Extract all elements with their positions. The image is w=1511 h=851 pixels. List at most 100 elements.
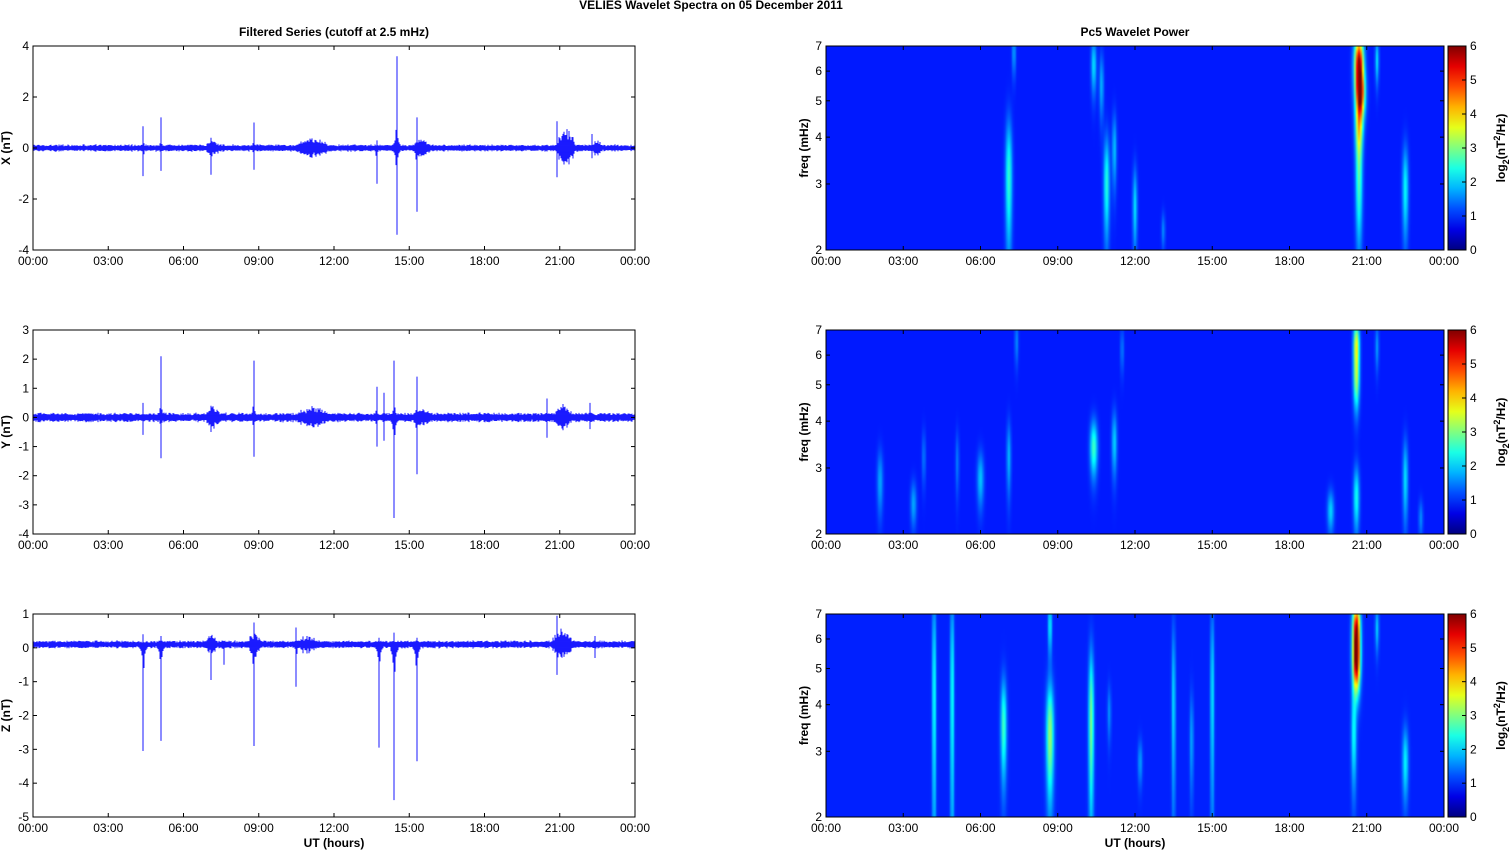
y-wavelet-x-tick-label: 00:00 — [811, 538, 841, 552]
x-series-x-tick-label: 09:00 — [244, 254, 274, 268]
x-wavelet-x-tick-label: 21:00 — [1352, 254, 1382, 268]
y-wavelet-colorbar-tick-label: 5 — [1470, 357, 1477, 371]
z-wavelet-x-axis-label: UT (hours) — [1105, 836, 1166, 850]
z-series-panel: -5 -4 -3 -2 -1 0 1 00:00 03:00 06:00 09:00 12:00 15:… — [0, 607, 650, 850]
x-wavelet-y-tick-label: 5 — [815, 94, 822, 108]
x-wavelet-colorbar-label: log2(nT2/Hz) — [1492, 114, 1511, 183]
y-series-x-tick-label: 06:00 — [168, 538, 198, 552]
y-series-y-tick-label: 3 — [22, 323, 29, 337]
z-wavelet-panel: 2 3 4 5 6 7 00:00 03:00 06:00 09:00 12:00 15:00 18:0… — [797, 607, 1511, 850]
z-series-x-tick-label: 06:00 — [168, 821, 198, 835]
z-series-y-tick-label: -1 — [18, 675, 29, 689]
x-series-x-tick-label: 00:00 — [18, 254, 48, 268]
z-wavelet-x-tick-label: 00:00 — [811, 821, 841, 835]
y-wavelet-x-tick-label: 18:00 — [1274, 538, 1304, 552]
y-wavelet-x-tick-label: 15:00 — [1197, 538, 1227, 552]
y-series-y-tick-label: -4 — [18, 527, 29, 541]
x-wavelet-panel: 2 3 4 5 6 7 00:00 03:00 06:00 09:00 12:00 15:00 18:0… — [797, 25, 1511, 268]
x-series-x-tick-label: 12:00 — [319, 254, 349, 268]
y-wavelet-heatmap-image — [826, 330, 1444, 534]
x-wavelet-colorbar-tick-label: 2 — [1470, 175, 1477, 189]
z-wavelet-x-tick-label: 00:00 — [1429, 821, 1459, 835]
z-wavelet-y-tick-label: 6 — [815, 632, 822, 646]
z-series-x-tick-label: 12:00 — [319, 821, 349, 835]
z-wavelet-y-tick-label: 4 — [815, 698, 822, 712]
z-wavelet-colorbar-tick-label: 2 — [1470, 742, 1477, 756]
y-wavelet-y-tick-label: 5 — [815, 378, 822, 392]
z-wavelet-colorbar-tick-label: 6 — [1470, 607, 1477, 621]
x-wavelet-colorbar-tick-label: 4 — [1470, 107, 1477, 121]
y-series-y-tick-label: 1 — [22, 381, 29, 395]
z-series-x-tick-label: 00:00 — [620, 821, 650, 835]
z-series-y-tick-label: 0 — [22, 641, 29, 655]
x-wavelet-y-tick-label: 4 — [815, 130, 822, 144]
x-wavelet-title: Pc5 Wavelet Power — [1081, 25, 1190, 39]
z-wavelet-y-tick-label: 2 — [815, 810, 822, 824]
z-series-x-tick-label: 15:00 — [394, 821, 424, 835]
z-wavelet-y-axis-label: freq (mHz) — [797, 686, 811, 745]
x-series-y-tick-label: 2 — [22, 90, 29, 104]
x-wavelet-x-tick-label: 15:00 — [1197, 254, 1227, 268]
y-wavelet-y-tick-label: 2 — [815, 527, 822, 541]
z-wavelet-colorbar-tick-label: 3 — [1470, 709, 1477, 723]
y-wavelet-panel: 2 3 4 5 6 7 00:00 03:00 06:00 09:00 12:00 15:00 18:0… — [797, 323, 1511, 552]
x-series-y-tick-label: -2 — [18, 192, 29, 206]
y-wavelet-colorbar-tick-label: 2 — [1470, 459, 1477, 473]
z-wavelet-colorbar-tick-label: 4 — [1470, 675, 1477, 689]
x-wavelet-colorbar-tick-label: 0 — [1470, 243, 1477, 257]
figure-title: VELIES Wavelet Spectra on 05 December 20… — [579, 0, 843, 12]
y-series-plot-area — [33, 330, 635, 534]
z-series-x-axis-label: UT (hours) — [304, 836, 365, 850]
z-wavelet-colorbar-tick-label: 1 — [1470, 776, 1477, 790]
y-wavelet-x-tick-label: 21:00 — [1352, 538, 1382, 552]
z-series-y-tick-label: -2 — [18, 709, 29, 723]
x-wavelet-y-tick-label: 6 — [815, 64, 822, 78]
y-series-y-tick-label: 0 — [22, 410, 29, 424]
x-series-title: Filtered Series (cutoff at 2.5 mHz) — [239, 25, 429, 39]
z-series-y-tick-label: -4 — [18, 776, 29, 790]
z-wavelet-colorbar-tick-label: 5 — [1470, 641, 1477, 655]
x-wavelet-y-axis-label: freq (mHz) — [797, 118, 811, 177]
z-series-x-tick-label: 03:00 — [93, 821, 123, 835]
x-series-x-tick-label: 00:00 — [620, 254, 650, 268]
z-wavelet-x-tick-label: 21:00 — [1352, 821, 1382, 835]
z-wavelet-colorbar-label: log2(nT2/Hz) — [1492, 681, 1511, 750]
x-wavelet-x-tick-label: 00:00 — [811, 254, 841, 268]
y-wavelet-colorbar-tick-label: 6 — [1470, 323, 1477, 337]
z-wavelet-y-tick-label: 7 — [815, 607, 822, 621]
z-wavelet-heatmap-image — [826, 614, 1444, 817]
x-wavelet-x-tick-label: 09:00 — [1043, 254, 1073, 268]
x-wavelet-x-tick-label: 12:00 — [1120, 254, 1150, 268]
x-wavelet-x-tick-label: 18:00 — [1274, 254, 1304, 268]
x-wavelet-colorbar-tick-label: 1 — [1470, 209, 1477, 223]
y-series-y-tick-label: -1 — [18, 440, 29, 454]
y-series-x-tick-label: 00:00 — [18, 538, 48, 552]
y-series-x-tick-label: 00:00 — [620, 538, 650, 552]
y-series-x-tick-label: 03:00 — [93, 538, 123, 552]
y-wavelet-x-tick-label: 00:00 — [1429, 538, 1459, 552]
y-series-x-tick-label: 12:00 — [319, 538, 349, 552]
z-wavelet-x-tick-label: 09:00 — [1043, 821, 1073, 835]
z-wavelet-x-tick-label: 03:00 — [888, 821, 918, 835]
y-wavelet-x-tick-label: 03:00 — [888, 538, 918, 552]
x-series-x-tick-label: 18:00 — [469, 254, 499, 268]
y-wavelet-y-axis-label: freq (mHz) — [797, 402, 811, 461]
x-series-y-axis-label: X (nT) — [0, 131, 13, 165]
z-series-y-tick-label: 1 — [22, 607, 29, 621]
x-wavelet-x-tick-label: 00:00 — [1429, 254, 1459, 268]
x-series-x-tick-label: 21:00 — [545, 254, 575, 268]
z-wavelet-x-tick-label: 15:00 — [1197, 821, 1227, 835]
y-wavelet-colorbar-tick-label: 3 — [1470, 425, 1477, 439]
x-series-y-tick-label: 4 — [22, 39, 29, 53]
x-wavelet-y-tick-label: 7 — [815, 39, 822, 53]
y-wavelet-x-tick-label: 09:00 — [1043, 538, 1073, 552]
z-wavelet-x-tick-label: 12:00 — [1120, 821, 1150, 835]
x-series-x-tick-label: 15:00 — [394, 254, 424, 268]
z-wavelet-x-tick-label: 06:00 — [965, 821, 995, 835]
y-wavelet-colorbar-tick-label: 1 — [1470, 493, 1477, 507]
y-series-x-tick-label: 18:00 — [469, 538, 499, 552]
panels: -4 -2 0 2 4 00:00 03:00 06:00 09:00 12:00 15:00 18:… — [0, 25, 1511, 850]
z-wavelet-y-tick-label: 3 — [815, 744, 822, 758]
x-wavelet-y-tick-label: 2 — [815, 243, 822, 257]
x-wavelet-colorbar-tick-label: 3 — [1470, 141, 1477, 155]
